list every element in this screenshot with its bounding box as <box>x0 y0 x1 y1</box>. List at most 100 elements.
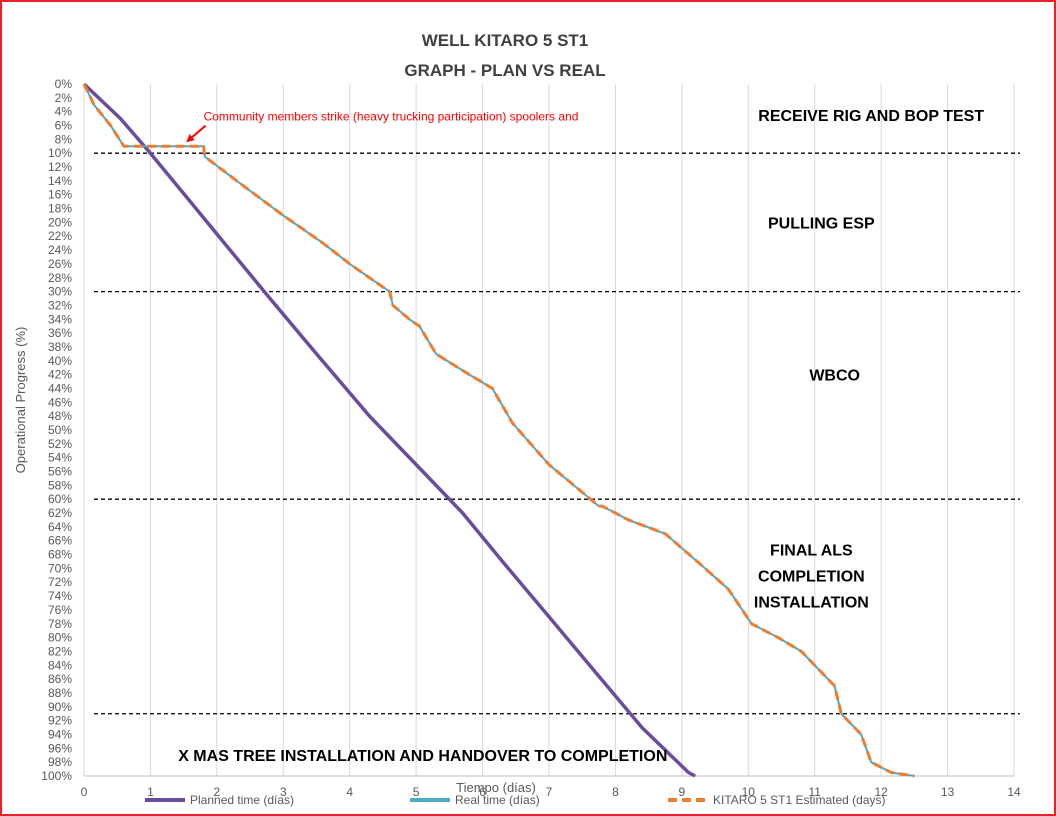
y-tick-label: 8% <box>55 132 73 146</box>
y-tick-label: 84% <box>48 658 72 672</box>
phase-label-line: X MAS TREE INSTALLATION AND HANDOVER TO … <box>178 748 667 765</box>
phase-label-line: PULLING ESP <box>768 215 875 232</box>
y-tick-label: 14% <box>48 174 72 188</box>
y-tick-label: 60% <box>48 492 72 506</box>
phase-label-line: FINAL ALS <box>770 542 853 559</box>
y-tick-label: 4% <box>55 105 73 119</box>
y-tick-label: 12% <box>48 160 72 174</box>
y-tick-label: 70% <box>48 561 72 575</box>
y-tick-label: 34% <box>48 312 72 326</box>
x-tick-label: 8 <box>612 785 619 799</box>
x-tick-label: 12 <box>874 785 888 799</box>
x-tick-label: 11 <box>808 785 821 799</box>
y-tick-label: 54% <box>48 451 72 465</box>
x-axis-ticks: 0 1 2 3 4 5 6 7 8 9 10 11 12 13 14 <box>81 785 1021 799</box>
y-tick-label: 64% <box>48 520 72 534</box>
y-tick-label: 38% <box>48 340 72 354</box>
y-tick-label: 94% <box>48 727 72 741</box>
series-group <box>82 82 915 778</box>
y-tick-label: 2% <box>55 91 73 105</box>
x-tick-label: 14 <box>1007 785 1021 799</box>
y-tick-label: 24% <box>48 243 72 257</box>
y-tick-label: 72% <box>48 575 72 589</box>
y-tick-label: 6% <box>55 119 73 133</box>
grid <box>83 84 1015 777</box>
phase-label: X MAS TREE INSTALLATION AND HANDOVER TO … <box>178 748 667 765</box>
x-tick-label: 10 <box>742 785 756 799</box>
y-tick-label: 46% <box>48 395 72 409</box>
x-tick-label: 0 <box>81 785 88 799</box>
y-tick-label: 16% <box>48 188 72 202</box>
y-tick-label: 36% <box>48 326 72 340</box>
y-tick-label: 88% <box>48 686 72 700</box>
y-axis-label: Operational Progress (%) <box>13 327 28 474</box>
phase-label: WBCO <box>809 368 860 385</box>
phase-label: FINAL ALS COMPLETION INSTALLATION <box>754 542 869 611</box>
y-tick-label: 18% <box>48 202 72 216</box>
phase-label-line: COMPLETION <box>758 568 865 585</box>
y-tick-label: 100% <box>41 769 72 783</box>
phase-label-line: WBCO <box>809 368 860 385</box>
y-tick-label: 0% <box>55 77 73 91</box>
y-tick-label: 66% <box>48 534 72 548</box>
x-axis-label: Tiempo (días) <box>456 780 536 795</box>
y-tick-label: 62% <box>48 506 72 520</box>
legend: Planned time (días) Real time (días) KITAR… <box>145 793 886 807</box>
x-tick-label: 4 <box>346 785 353 799</box>
y-tick-label: 50% <box>48 423 72 437</box>
legend-label: KITARO 5 ST1 Estimated (days) <box>713 793 886 807</box>
y-tick-label: 20% <box>48 215 72 229</box>
phase-lines <box>94 152 1020 715</box>
y-tick-label: 80% <box>48 631 72 645</box>
phase-label: RECEIVE RIG AND BOP TEST <box>758 108 984 125</box>
series-line-real-time-d-as <box>83 83 915 777</box>
y-tick-label: 44% <box>48 381 72 395</box>
y-tick-label: 42% <box>48 368 72 382</box>
y-tick-label: 28% <box>48 271 72 285</box>
x-tick-label: 1 <box>147 785 154 799</box>
phase-labels: RECEIVE RIG AND BOP TEST PULLING ESP WBCO F… <box>178 108 984 765</box>
y-tick-label: 90% <box>48 700 72 714</box>
annotations: Community members strike (heavy trucking… <box>186 110 579 143</box>
y-tick-label: 58% <box>48 478 72 492</box>
chart-title: WELL KITARO 5 ST1 <box>422 31 589 50</box>
phase-label-line: RECEIVE RIG AND BOP TEST <box>758 108 984 125</box>
y-tick-label: 92% <box>48 714 72 728</box>
y-tick-label: 30% <box>48 285 72 299</box>
y-tick-label: 56% <box>48 465 72 479</box>
y-tick-label: 76% <box>48 603 72 617</box>
y-tick-label: 26% <box>48 257 72 271</box>
y-tick-label: 22% <box>48 229 72 243</box>
annotation-arrow <box>186 124 207 143</box>
legend-label: Planned time (días) <box>190 793 294 807</box>
y-tick-label: 52% <box>48 437 72 451</box>
x-tick-label: 3 <box>280 785 287 799</box>
y-tick-label: 78% <box>48 617 72 631</box>
y-tick-label: 98% <box>48 755 72 769</box>
phase-label-line: INSTALLATION <box>754 594 869 611</box>
y-tick-label: 96% <box>48 741 72 755</box>
chart-subtitle: GRAPH - PLAN VS REAL <box>404 61 605 80</box>
legend-label: Real time (días) <box>455 793 540 807</box>
phase-label: PULLING ESP <box>768 215 875 232</box>
x-tick-label: 7 <box>546 785 553 799</box>
y-tick-label: 86% <box>48 672 72 686</box>
y-tick-label: 68% <box>48 548 72 562</box>
x-tick-label: 13 <box>941 785 955 799</box>
y-tick-label: 40% <box>48 354 72 368</box>
annotation-text: Community members strike (heavy trucking… <box>204 110 579 124</box>
x-tick-label: 5 <box>413 785 420 799</box>
y-tick-label: 74% <box>48 589 72 603</box>
x-tick-label: 2 <box>214 785 221 799</box>
y-axis-ticks: 0%2%4%6%8%10%12%14%16%18%20%22%24%26%28%… <box>41 77 72 783</box>
y-tick-label: 10% <box>48 146 72 160</box>
series-line-planned-time-d-as <box>82 82 696 778</box>
y-tick-label: 82% <box>48 644 72 658</box>
series-line-kitaro-5-st1-estimated-days <box>82 83 915 778</box>
y-tick-label: 48% <box>48 409 72 423</box>
y-tick-label: 32% <box>48 298 72 312</box>
x-tick-label: 9 <box>679 785 686 799</box>
x-tick-label: 6 <box>479 785 486 799</box>
